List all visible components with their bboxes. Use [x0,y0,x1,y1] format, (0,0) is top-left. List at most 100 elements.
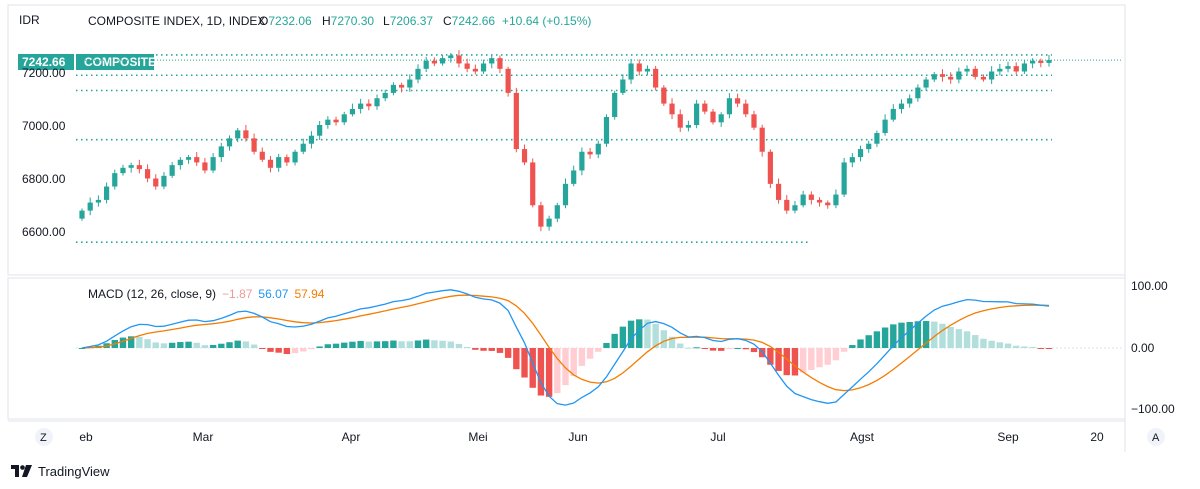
macd-histogram-bar [767,348,774,365]
candle-body [439,58,446,64]
candle [103,182,110,204]
candle-body [849,157,855,163]
candle-body [480,63,487,72]
macd-histogram-bar [152,342,159,348]
candle [87,197,93,216]
candle-body [103,186,110,200]
tradingview-brand[interactable]: TradingView [11,461,110,481]
candle-body [530,162,536,206]
macd-histogram-bar [922,321,930,348]
candle-body [399,84,405,88]
candle [726,93,732,119]
candle [530,158,536,208]
macd-histogram-bar [177,342,184,348]
candle-body [226,138,233,147]
candle-body [603,116,610,144]
candle-body [464,63,470,69]
macd-histogram-bar [291,348,299,354]
macd-histogram-bar [562,348,569,386]
candle-body [571,170,577,184]
candle [128,162,134,173]
candle [685,120,692,132]
candle-body [866,143,872,150]
candle-body [366,103,372,107]
y-tick-label: 6600.00 [22,225,66,239]
macd-histogram-bar [709,348,717,351]
candle [284,154,290,166]
macd-histogram-bar [914,321,922,348]
auto-scale-left-button[interactable] [35,428,53,446]
macd-histogram-bar [529,348,536,388]
candle [956,67,962,84]
candle [120,164,126,176]
candle [923,76,929,91]
candle-body [612,92,618,117]
macd-histogram-bar [644,319,651,348]
candle-body [931,74,937,80]
candle [349,103,356,117]
candle-body [407,79,413,88]
macd-histogram-bar [496,348,504,353]
macd-histogram-bar [447,341,454,348]
macd-histogram-bar [422,339,430,348]
candle-body [112,173,118,187]
candle [931,72,937,82]
macd-line [81,289,1050,406]
y-tick-label: 7000.00 [22,119,66,133]
candle-body [734,98,741,104]
candle [866,140,872,153]
candle [677,109,683,132]
macd-histogram-bar [627,320,635,348]
candle-body [218,146,224,158]
candle [210,153,216,173]
candle-body [1021,63,1028,72]
macd-histogram-bar [660,330,668,348]
macd-signal-line [81,294,1050,392]
macd-histogram-bar [799,348,807,373]
candle [521,144,528,166]
symbol-title[interactable]: COMPOSITE INDEX, 1D, INDEX [88,14,265,28]
candle-body [718,114,724,123]
candle-body [972,68,978,77]
candle-body [989,71,995,80]
x-tick-label: Agst [850,430,875,444]
candle [153,174,159,190]
auto-scale-right-button[interactable] [1147,428,1165,446]
candle-body [677,114,683,128]
zoom-icon: Z [40,432,47,444]
candle-body [1005,66,1011,69]
macd-histogram-bar [1045,348,1053,349]
macd-histogram-bar [750,348,758,353]
candle [1038,58,1044,68]
macd-histogram-bar [578,348,586,366]
candle [317,120,323,140]
candle-body [472,68,478,72]
candle-body [390,84,397,93]
candle [800,190,806,208]
auto-icon: A [1152,432,1160,444]
candle [890,104,896,122]
candle [857,145,864,162]
candle [603,114,610,147]
candle [562,178,569,209]
candle [276,153,282,172]
macd-histogram-bar [611,333,618,348]
candle [423,56,429,73]
candle [79,208,85,221]
macd-y-tick-label: −100.00 [1131,402,1175,416]
candle-body [784,199,790,211]
macd-histogram-bar [283,348,291,355]
candle-body [833,194,839,206]
candle-body [210,157,216,171]
x-tick-label: Jun [568,430,587,444]
macd-histogram-bar [840,348,848,352]
candle [333,116,339,126]
candle [161,172,167,190]
candle-body [546,218,552,227]
candle-body [1030,60,1036,64]
candle-body [915,87,921,99]
candle [202,157,208,174]
candle [1013,62,1019,75]
candle-body [161,175,167,187]
macd-histogram-bar [906,321,913,348]
